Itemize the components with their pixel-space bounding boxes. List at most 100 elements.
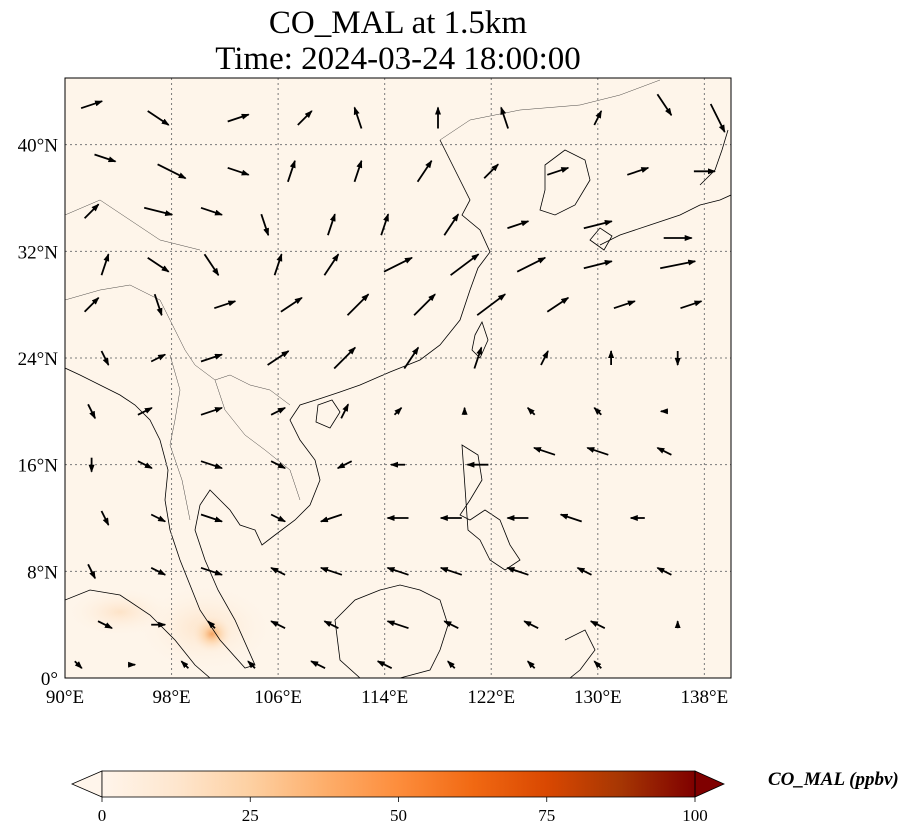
wind-arrow	[447, 660, 456, 669]
wind-arrow	[200, 353, 223, 363]
wind-arrow	[500, 106, 509, 129]
wind-arrow	[526, 407, 536, 416]
wind-arrow	[273, 253, 283, 276]
map-title: CO_MAL at 1.5km	[268, 5, 528, 41]
wind-arrow	[533, 446, 556, 456]
wind-arrow	[336, 460, 353, 470]
wind-arrow	[100, 350, 110, 366]
colorbar-gradient	[102, 771, 695, 797]
wind-arrow	[83, 296, 100, 313]
wind-arrow	[310, 660, 326, 670]
wind-arrow	[203, 253, 220, 277]
wind-arrow	[443, 620, 459, 630]
wind-arrow	[153, 293, 163, 317]
wind-arrow	[94, 153, 117, 163]
wind-arrow	[516, 256, 547, 273]
wind-arrow	[483, 163, 499, 179]
wind-arrow	[227, 166, 250, 176]
wind-arrow	[613, 300, 636, 310]
wind-arrow	[227, 113, 250, 123]
wind-arrow	[200, 513, 223, 523]
y-tick-label: 40°N	[18, 136, 59, 157]
wind-arrow	[656, 446, 672, 456]
colorbar-tick-label: 25	[242, 806, 259, 825]
wind-arrow	[323, 253, 340, 276]
wind-arrow	[247, 660, 256, 669]
map-subtitle-time: Time: 2024-03-24 18:00:00	[215, 41, 581, 77]
wind-arrow	[627, 166, 650, 176]
x-tick-label: 106°E	[254, 687, 302, 708]
x-axis-ticks: 90°E 98°E 106°E 114°E 122°E 130°E 138°E	[46, 687, 728, 708]
wind-arrow	[157, 163, 187, 180]
wind-arrow	[137, 406, 153, 416]
wind-arrow	[287, 159, 296, 183]
wind-arrow	[439, 566, 463, 576]
wind-arrow	[660, 259, 697, 270]
wind-arrow	[207, 620, 216, 629]
x-tick-label: 90°E	[46, 687, 84, 708]
wind-arrow	[147, 256, 170, 273]
wind-arrow	[656, 93, 673, 117]
wind-arrow	[280, 296, 303, 313]
wind-arrow	[150, 353, 167, 363]
y-tick-label: 16°N	[18, 456, 59, 477]
wind-arrow	[386, 566, 409, 576]
co-concentration-hotspot	[190, 614, 234, 654]
coastlines	[65, 129, 731, 678]
y-tick-label: 0°	[41, 669, 58, 690]
wind-arrow	[593, 660, 602, 669]
wind-arrow	[333, 346, 356, 370]
wind-arrow	[523, 620, 539, 630]
wind-arrow	[319, 513, 343, 523]
wind-arrow	[97, 620, 113, 630]
wind-arrow	[547, 166, 570, 176]
colorbar-tick-label: 75	[538, 806, 555, 825]
wind-arrow	[267, 350, 290, 366]
x-tick-label: 122°E	[467, 687, 515, 708]
wind-arrow	[476, 293, 507, 316]
wind-arrow	[137, 460, 153, 470]
wind-arrow	[270, 620, 286, 630]
colorbar-max-extension	[694, 770, 725, 798]
wind-arrow	[87, 403, 96, 420]
wind-arrow	[150, 513, 167, 523]
wind-arrow	[507, 220, 530, 230]
wind-arrow	[143, 206, 174, 217]
wind-arrow	[270, 566, 286, 576]
wind-arrow	[74, 660, 83, 669]
wind-arrow	[346, 293, 370, 316]
wind-arrow	[150, 566, 167, 576]
wind-arrow	[413, 293, 436, 316]
wind-arrow	[583, 259, 613, 270]
wind-arrow	[297, 110, 313, 126]
colorbar-min-extension	[70, 770, 103, 798]
y-axis-ticks: 0° 8°N 16°N 24°N 32°N 40°N	[18, 136, 59, 690]
wind-arrow	[383, 256, 413, 273]
wind-arrow	[559, 513, 582, 523]
co-west-plume	[65, 587, 175, 637]
colorbar-tick-label: 50	[390, 806, 407, 825]
wind-arrow	[80, 100, 104, 110]
colorbar-tick-label: 0	[98, 806, 107, 825]
wind-arrow	[270, 513, 286, 523]
wind-arrow	[593, 110, 603, 126]
wind-arrow	[680, 300, 703, 310]
wind-arrow	[340, 403, 350, 419]
wind-arrow	[100, 510, 110, 526]
wind-arrow	[200, 460, 223, 470]
wind-arrow	[87, 563, 96, 580]
wind-arrow	[353, 106, 363, 129]
map-frame	[64, 77, 732, 679]
colorbar: 0 25 50 75 100	[70, 770, 725, 825]
wind-arrow	[353, 159, 363, 183]
wind-arrow	[589, 620, 606, 630]
wind-arrow	[327, 213, 336, 236]
x-tick-label: 114°E	[361, 687, 408, 708]
wind-arrow	[593, 407, 602, 416]
x-tick-label: 138°E	[681, 687, 729, 708]
wind-arrow	[393, 407, 403, 416]
wind-arrow	[656, 566, 672, 576]
x-tick-label: 130°E	[574, 687, 622, 708]
wind-vectors	[74, 93, 726, 670]
